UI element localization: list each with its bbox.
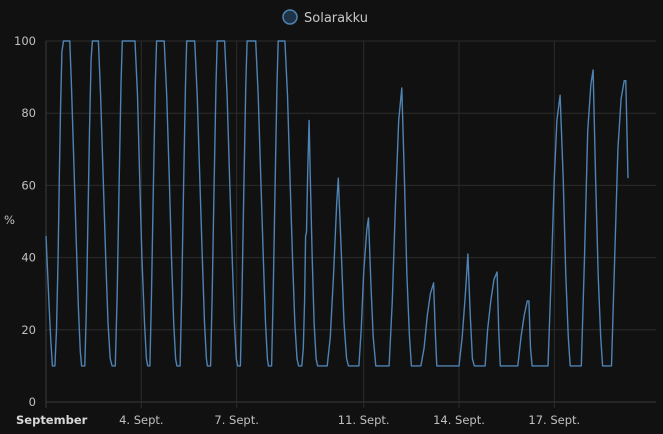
y-tick-label: 0 <box>29 395 36 409</box>
y-axis-ticks: 0 20 40 60 80 100 <box>14 34 36 409</box>
x-tick-label: 4. Sept. <box>119 413 163 427</box>
x-tick-label: 11. Sept. <box>338 413 390 427</box>
x-tick-label: September <box>16 413 88 427</box>
legend-swatch-solarakku[interactable] <box>283 10 297 24</box>
y-tick-label: 60 <box>21 178 36 192</box>
x-tick-label: 14. Sept. <box>433 413 485 427</box>
y-tick-label: 20 <box>21 323 36 337</box>
series-line-solarakku <box>46 41 628 366</box>
legend-label-solarakku: Solarakku <box>304 11 368 26</box>
y-tick-label: 80 <box>21 106 36 120</box>
x-tick-label: 7. Sept. <box>214 413 258 427</box>
y-tick-label: 100 <box>14 34 36 48</box>
y-tick-label: 40 <box>21 251 36 265</box>
x-axis-ticks: September 4. Sept. 7. Sept. 11. Sept. 14. Se… <box>16 413 580 427</box>
x-gridlines <box>46 41 554 408</box>
x-tick-label: 17. Sept. <box>528 413 580 427</box>
y-axis-label: % <box>4 213 15 227</box>
legend[interactable]: Solarakku <box>283 10 368 26</box>
